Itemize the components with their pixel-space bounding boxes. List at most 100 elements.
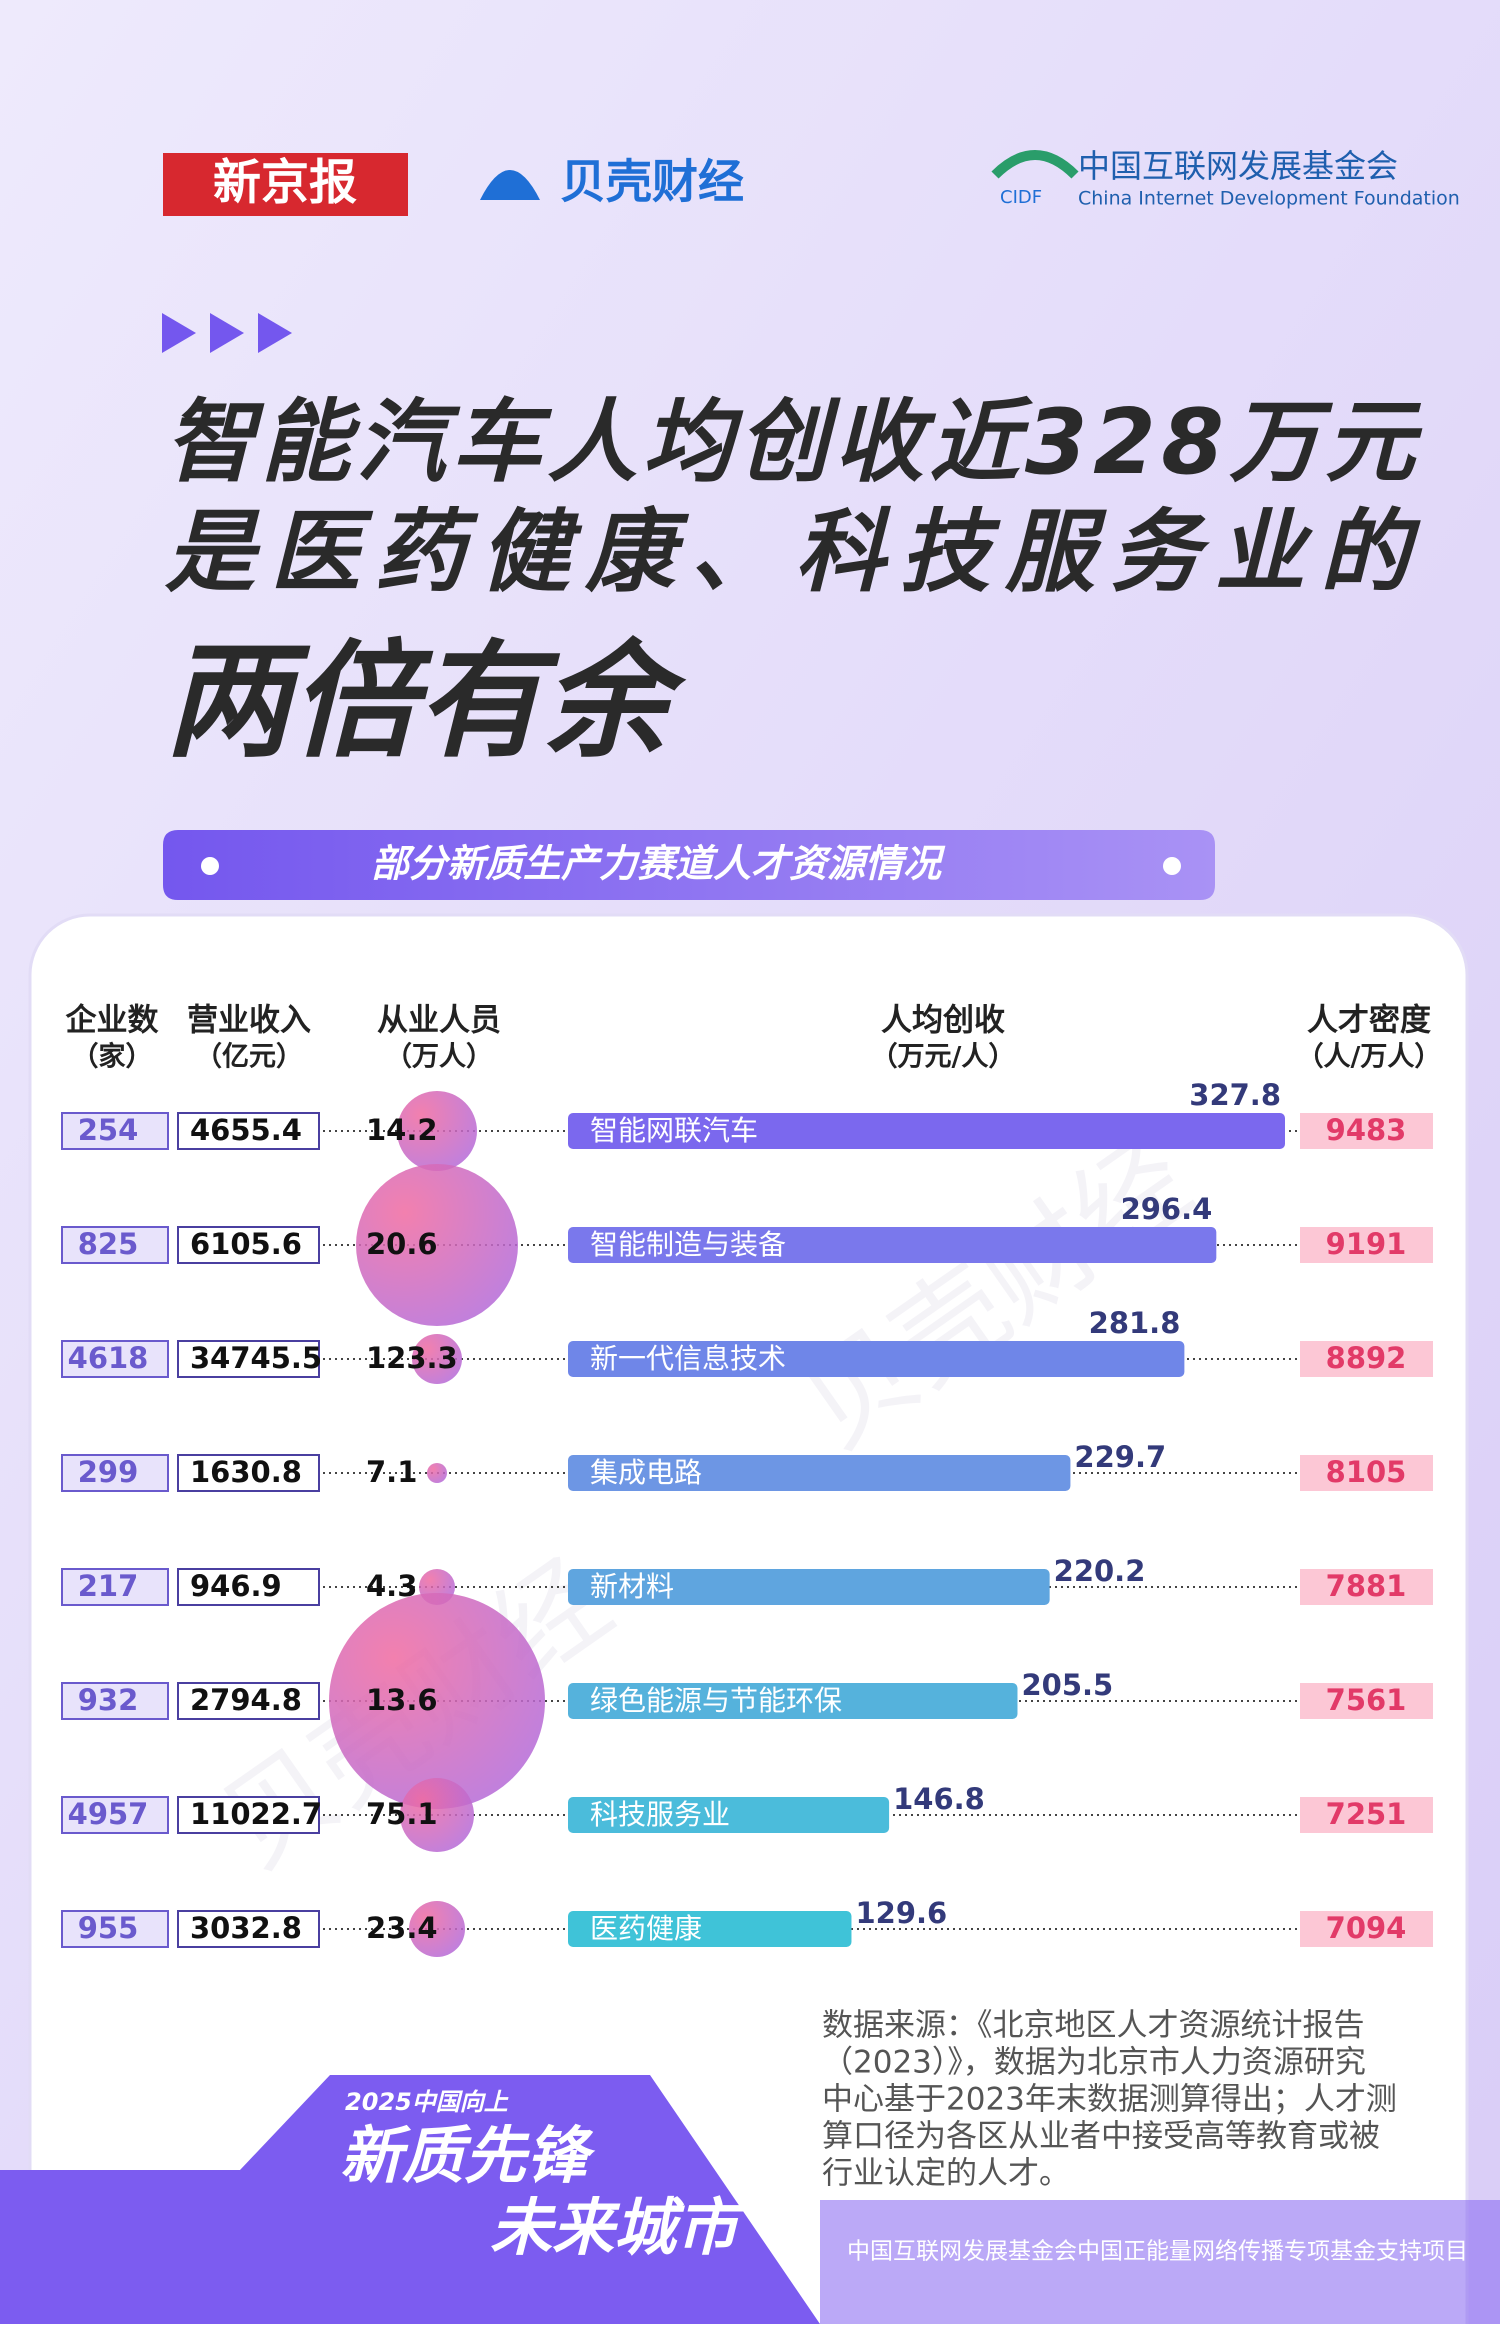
bar-label: 绿色能源与节能环保 — [590, 1684, 842, 1717]
bubble — [356, 1164, 518, 1326]
badge-line: 新质先锋 — [340, 2119, 596, 2192]
enterprise-box — [61, 1910, 169, 1948]
revenue-box — [177, 1454, 320, 1492]
density-box — [1300, 1227, 1433, 1263]
revenue: 6105.6 — [190, 1227, 302, 1261]
revenue-box — [177, 1796, 320, 1834]
density: 8105 — [1326, 1455, 1407, 1489]
footer-band — [0, 2075, 820, 2324]
revenue-box — [177, 1226, 320, 1264]
density-box — [1300, 1455, 1433, 1491]
bubble — [329, 1593, 545, 1809]
value-label: 220.2 — [1054, 1554, 1146, 1588]
bubble — [409, 1901, 465, 1957]
enterprise-box — [61, 1226, 169, 1264]
density: 9191 — [1326, 1227, 1407, 1261]
enterprise-count: 825 — [78, 1227, 139, 1261]
column-header: 营业收入 — [187, 1003, 311, 1039]
bar — [568, 1455, 1071, 1491]
density-box — [1300, 1683, 1433, 1719]
bar — [568, 1797, 890, 1833]
bar — [568, 1227, 1217, 1263]
value-label: 327.8 — [1189, 1078, 1281, 1112]
column-unit: （家） — [72, 1041, 153, 1073]
enterprise-box — [61, 1796, 169, 1834]
density: 9483 — [1326, 1113, 1407, 1147]
bar-label: 新材料 — [590, 1570, 674, 1603]
revenue: 2794.8 — [190, 1683, 302, 1717]
revenue: 4655.4 — [190, 1113, 302, 1147]
revenue: 1630.8 — [190, 1455, 302, 1489]
revenue-box — [177, 1682, 320, 1720]
value-label: 229.7 — [1074, 1440, 1166, 1474]
value-label: 281.8 — [1089, 1306, 1181, 1340]
employees: 123.3 — [366, 1341, 458, 1375]
arrows — [162, 313, 292, 353]
value-label: 296.4 — [1121, 1192, 1213, 1226]
bar-label: 医药健康 — [590, 1912, 702, 1945]
column-header: 从业人员 — [377, 1003, 501, 1039]
source-line: 行业认定的人才。 — [822, 2156, 1070, 2192]
dot — [201, 857, 219, 875]
column-unit: （万元/人） — [871, 1042, 1016, 1073]
column-unit: （亿元） — [195, 1042, 303, 1073]
column-header: 人才密度 — [1307, 1003, 1431, 1039]
enterprise-box — [61, 1568, 169, 1606]
bubble — [427, 1463, 447, 1483]
revenue-box — [177, 1340, 320, 1378]
enterprise-box — [61, 1682, 169, 1720]
bar-label: 智能制造与装备 — [590, 1228, 786, 1261]
bar — [568, 1569, 1050, 1605]
enterprise-count: 955 — [78, 1911, 139, 1945]
bar — [568, 1683, 1018, 1719]
bubble — [397, 1091, 477, 1171]
logo-cidf-abbr: CIDF — [1000, 187, 1042, 208]
density-box — [1300, 1113, 1433, 1149]
revenue: 946.9 — [190, 1569, 282, 1603]
revenue-box — [177, 1568, 320, 1606]
logo-box — [163, 153, 408, 216]
bubble — [412, 1334, 462, 1384]
logo-bk: 贝壳财经 — [560, 155, 744, 209]
employees: 23.4 — [366, 1911, 438, 1945]
bar-label: 新一代信息技术 — [590, 1342, 786, 1375]
density-box — [1300, 1341, 1433, 1377]
column-unit: （万人） — [385, 1042, 493, 1073]
logo-cidf-mark — [991, 150, 1079, 179]
density: 8892 — [1326, 1341, 1407, 1375]
enterprise-count: 4618 — [68, 1341, 149, 1375]
column-header: 企业数 — [66, 1003, 159, 1039]
value-label: 146.8 — [893, 1782, 985, 1816]
density-box — [1300, 1797, 1433, 1833]
enterprise-count: 932 — [78, 1683, 139, 1717]
bar-label: 集成电路 — [590, 1456, 702, 1489]
bar — [568, 1911, 852, 1947]
revenue: 34745.5 — [190, 1341, 322, 1375]
density-box — [1300, 1569, 1433, 1605]
employees: 75.1 — [366, 1797, 438, 1831]
enterprise-box — [61, 1340, 169, 1378]
employees: 20.6 — [366, 1227, 438, 1261]
bar-label: 智能网联汽车 — [590, 1114, 758, 1147]
column-header: 人均创收 — [881, 1003, 1005, 1039]
employees: 13.6 — [366, 1683, 438, 1717]
logo-xjb: 新京报 — [213, 155, 357, 211]
column-unit: （人/万人） — [1297, 1042, 1442, 1073]
title-line: 两倍有余 — [165, 628, 687, 775]
density: 7881 — [1326, 1569, 1407, 1603]
logo-cidf-en: China Internet Development Foundation — [1078, 188, 1460, 210]
density-box — [1300, 1911, 1433, 1947]
chart: 企业数（家） 营业收入（亿元） 从业人员（万人） 人均创收（万元/人） 人才密度（人/万… — [61, 1003, 1442, 1957]
revenue-box — [177, 1910, 320, 1948]
enterprise-count: 299 — [78, 1455, 139, 1489]
density: 7094 — [1326, 1911, 1407, 1945]
source-line: 算口径为各区从业者中接受高等教育或被 — [822, 2119, 1380, 2155]
enterprise-box — [61, 1112, 169, 1150]
badge-line: 未来城市 — [490, 2191, 747, 2264]
employees: 14.2 — [366, 1113, 438, 1147]
source-line: 中心基于2023年末数据测算得出；人才测 — [822, 2082, 1397, 2118]
value-label: 129.6 — [855, 1896, 947, 1930]
subtitle-bar — [163, 830, 1215, 900]
footer-band-right — [820, 2200, 1500, 2324]
